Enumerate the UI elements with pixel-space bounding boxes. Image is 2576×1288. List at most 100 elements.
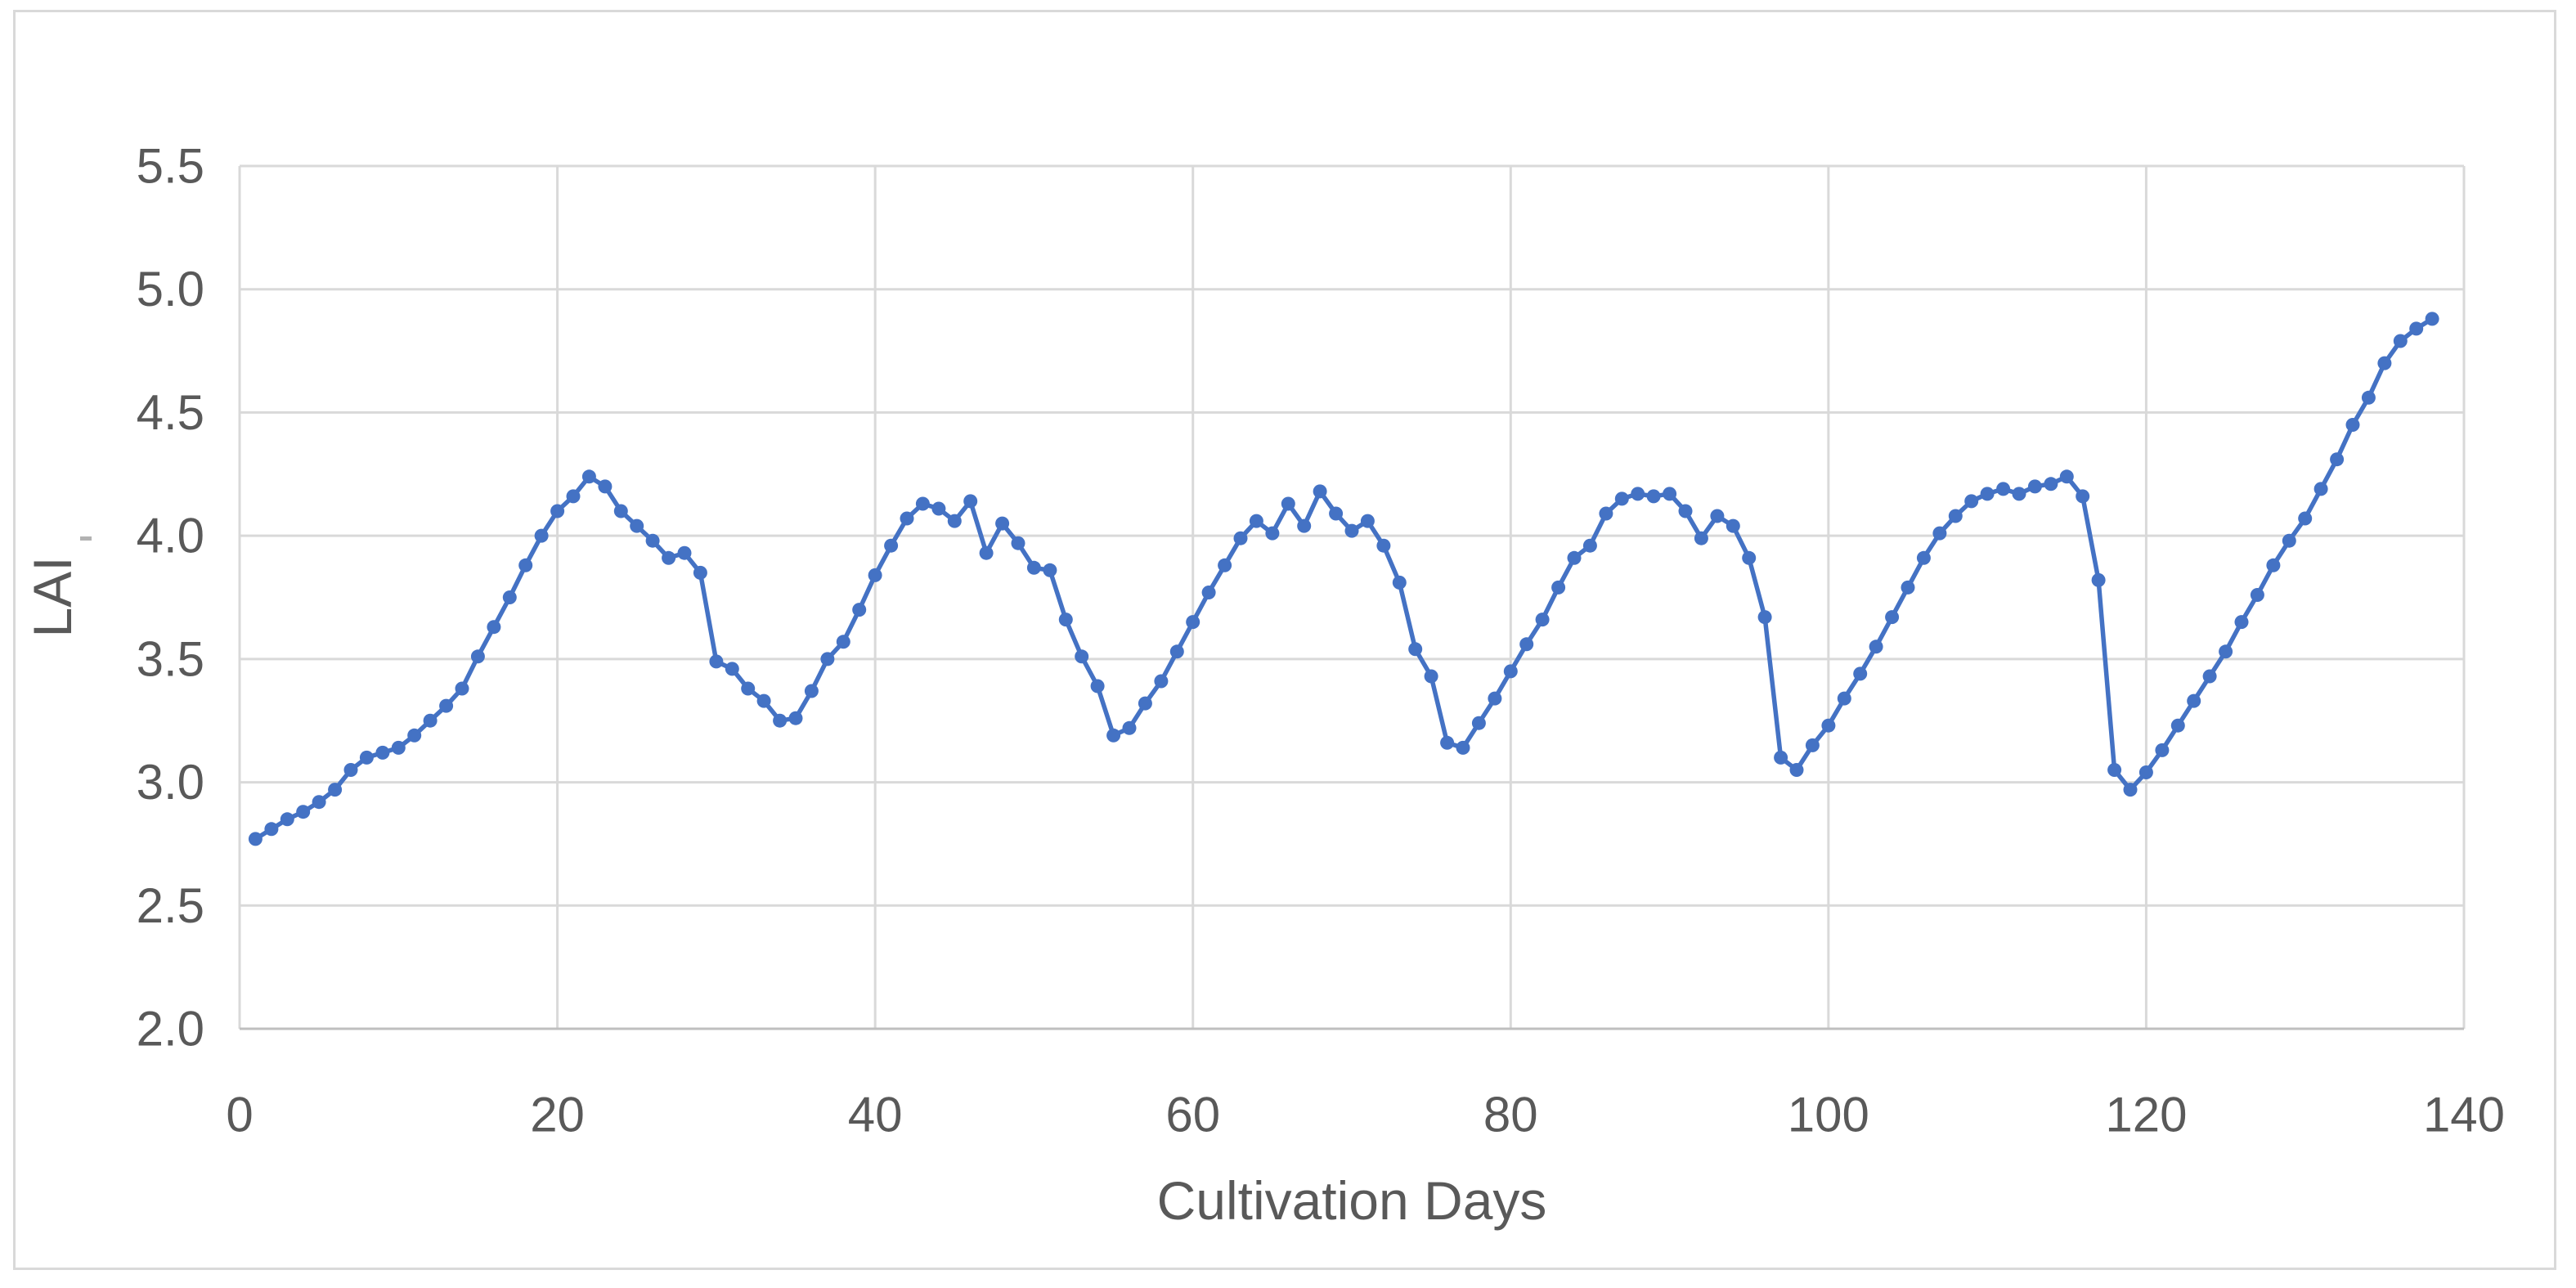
data-point-marker bbox=[1582, 538, 1597, 553]
data-point-marker bbox=[1614, 491, 1629, 506]
data-point-marker bbox=[598, 479, 613, 494]
data-point-marker bbox=[645, 533, 660, 548]
data-point-marker bbox=[756, 693, 771, 708]
data-point-marker bbox=[788, 711, 803, 725]
data-point-marker bbox=[2044, 477, 2058, 491]
data-point-marker bbox=[1519, 637, 1534, 652]
data-point-marker bbox=[1424, 669, 1438, 684]
data-point-marker bbox=[1329, 506, 1344, 521]
data-point-marker bbox=[2330, 452, 2345, 467]
data-point-marker bbox=[1710, 509, 1725, 523]
data-point-marker bbox=[1471, 716, 1486, 730]
y-axis-title: LAI bbox=[22, 556, 83, 638]
data-point-marker bbox=[312, 795, 326, 810]
data-point-marker bbox=[2155, 743, 2170, 757]
data-point-marker bbox=[566, 489, 581, 504]
data-point-marker bbox=[1567, 550, 1582, 565]
y-tick-label: 5.0 bbox=[137, 262, 204, 316]
data-point-marker bbox=[1043, 563, 1057, 577]
data-point-marker bbox=[375, 745, 390, 760]
data-point-marker bbox=[2393, 334, 2408, 348]
data-point-marker bbox=[613, 504, 628, 518]
data-point-marker bbox=[1837, 691, 1851, 706]
data-point-marker bbox=[2202, 669, 2217, 684]
data-point-marker bbox=[391, 740, 406, 755]
data-point-marker bbox=[1789, 763, 1804, 777]
data-point-marker bbox=[1535, 613, 1550, 627]
data-point-marker bbox=[1456, 740, 1470, 755]
data-point-marker bbox=[1313, 484, 1327, 499]
x-tick-label: 0 bbox=[226, 1088, 253, 1142]
data-point-marker bbox=[2138, 765, 2153, 779]
data-point-marker bbox=[407, 728, 422, 743]
data-point-marker bbox=[470, 649, 485, 664]
data-point-marker bbox=[487, 620, 501, 635]
data-point-marker bbox=[662, 550, 676, 565]
data-point-marker bbox=[264, 822, 279, 837]
data-point-marker bbox=[2425, 312, 2439, 326]
data-point-marker bbox=[423, 713, 438, 728]
y-tick-label: 3.0 bbox=[137, 755, 204, 810]
data-point-marker bbox=[963, 494, 978, 509]
data-point-marker bbox=[2298, 511, 2313, 526]
data-point-marker bbox=[1980, 487, 1995, 501]
data-point-marker bbox=[1964, 494, 1979, 509]
data-point-marker bbox=[1503, 664, 1518, 679]
data-point-marker bbox=[741, 681, 756, 696]
lai-series-line bbox=[253, 316, 2435, 841]
data-point-marker bbox=[2076, 489, 2090, 504]
y-tick-label: 2.5 bbox=[137, 878, 204, 933]
data-point-marker bbox=[693, 565, 707, 580]
data-point-marker bbox=[1805, 738, 1820, 752]
data-point-marker bbox=[1774, 750, 1788, 765]
y-tick-label: 5.5 bbox=[137, 139, 204, 194]
data-point-marker bbox=[1297, 518, 1312, 533]
data-point-marker bbox=[1122, 720, 1137, 735]
data-point-marker bbox=[1408, 642, 1423, 657]
y-tick-label: 4.0 bbox=[137, 509, 204, 563]
data-point-marker bbox=[1488, 691, 1502, 706]
data-point-marker bbox=[630, 518, 644, 533]
y-tick-label: 2.0 bbox=[137, 1002, 204, 1057]
data-point-marker bbox=[2123, 783, 2138, 797]
data-point-marker bbox=[1948, 509, 1963, 523]
data-point-marker bbox=[2282, 533, 2296, 548]
data-point-marker bbox=[709, 654, 724, 669]
data-point-marker bbox=[1233, 531, 1248, 545]
data-point-marker bbox=[502, 590, 517, 604]
data-point-marker bbox=[1201, 586, 1216, 599]
data-point-marker bbox=[2027, 479, 2042, 494]
data-point-marker bbox=[1138, 696, 1152, 711]
data-point-marker bbox=[1726, 518, 1740, 533]
data-point-marker bbox=[1551, 580, 1566, 595]
data-point-marker bbox=[1821, 718, 1836, 733]
data-point-marker bbox=[1154, 674, 1169, 689]
data-point-marker bbox=[1344, 523, 1359, 538]
data-point-marker bbox=[884, 538, 899, 553]
data-point-marker bbox=[581, 469, 596, 484]
data-point-marker bbox=[1853, 666, 1868, 681]
data-point-marker bbox=[1281, 496, 1295, 511]
data-point-marker bbox=[915, 496, 930, 511]
data-point-marker bbox=[328, 783, 343, 797]
data-point-marker bbox=[1169, 644, 1184, 659]
x-tick-label: 120 bbox=[2105, 1088, 2187, 1142]
data-point-marker bbox=[2234, 615, 2249, 630]
data-point-marker bbox=[1106, 728, 1121, 743]
x-tick-label: 140 bbox=[2423, 1088, 2505, 1142]
data-point-marker bbox=[2313, 482, 2328, 496]
data-point-marker bbox=[1392, 575, 1407, 590]
data-point-marker bbox=[1694, 531, 1708, 545]
data-point-marker bbox=[2250, 588, 2264, 602]
data-point-marker bbox=[931, 501, 946, 516]
data-point-marker bbox=[1011, 536, 1025, 550]
data-point-marker bbox=[677, 545, 692, 560]
data-point-marker bbox=[1376, 538, 1391, 553]
data-point-marker bbox=[343, 763, 358, 777]
data-point-marker bbox=[820, 652, 835, 666]
x-tick-label: 100 bbox=[1788, 1088, 1869, 1142]
x-tick-label: 60 bbox=[1165, 1088, 1220, 1142]
data-point-marker bbox=[248, 832, 263, 846]
data-point-marker bbox=[1869, 640, 1883, 654]
x-tick-label: 20 bbox=[530, 1088, 585, 1142]
